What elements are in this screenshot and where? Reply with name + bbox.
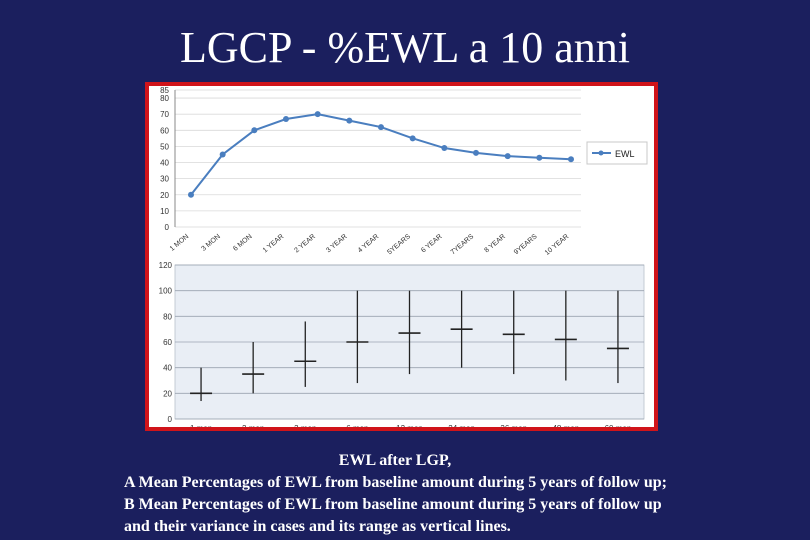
- chart-a-point-11: [536, 154, 543, 161]
- chart-frame: 0 10 20 30 40 50 60 70 80 85 1 MON 3 MON 6 MON 1 YEAR…: [145, 82, 658, 431]
- caption-line-3: B Mean Percentages of EWL from baseline …: [124, 496, 662, 513]
- chart-a-xtick-label-0: 1 MON: [169, 233, 190, 253]
- chart-a-xtick-label-9: 7YEARS: [450, 233, 476, 256]
- chart-a-xtick-label-12: 10 YEAR: [544, 233, 570, 257]
- chart-a-point-9: [473, 149, 479, 156]
- chart-a-point-6: [378, 124, 384, 131]
- chart-a-ytick-label-7: 70: [160, 110, 169, 119]
- chart-b-xtick-label-6: 36 mon: [500, 424, 527, 427]
- chart-a-ytick-label-0: 0: [165, 223, 170, 232]
- chart-a-xtick-label-11: 9YEARS: [513, 233, 539, 256]
- chart-a-ytick-label-6: 60: [160, 126, 169, 135]
- chart-a-ytick-label-1: 10: [160, 207, 169, 216]
- caption-line-2: A Mean Percentages of EWL from baseline …: [124, 474, 667, 491]
- chart-a-point-12: [568, 156, 574, 163]
- chart-a-legend-box: [586, 141, 648, 165]
- chart-b-ytick-label-5: 100: [159, 287, 173, 296]
- caption-line-4: and their variance in cases and its rang…: [124, 518, 511, 535]
- chart-a-point-4: [314, 111, 321, 118]
- chart-a-xtick-label-1: 3 MON: [200, 233, 221, 253]
- chart-b-ytick-label-3: 60: [163, 338, 172, 347]
- chart-b-xtick-label-0: 1 mon: [190, 424, 212, 427]
- chart-a-xtick-label-5: 3 YEAR: [325, 233, 348, 254]
- chart-a-ytick-label-9: 85: [160, 86, 169, 95]
- chart-a-legend-label: EWL: [615, 149, 635, 159]
- chart-b-ytick-label-6: 120: [159, 261, 173, 270]
- chart-a-legend-marker: [598, 150, 604, 156]
- chart-a-xtick-label-8: 6 YEAR: [420, 233, 443, 254]
- chart-a-point-7: [409, 135, 416, 142]
- chart-a-point-2: [251, 127, 258, 134]
- caption-line-1: EWL after LGP,: [338, 452, 452, 469]
- chart-b-xtick-label-7: 48 mon: [552, 424, 579, 427]
- chart-a-point-1: [219, 151, 226, 158]
- chart-b-xtick-label-5: 24 mon: [448, 424, 475, 427]
- chart-b-xtick-label-4: 12 mon: [396, 424, 423, 427]
- chart-a-xtick-label-7: 5YEARS: [386, 233, 412, 256]
- chart-b-ytick-label-4: 80: [163, 312, 172, 321]
- chart-b-xtick-label-2: 3 mon: [294, 424, 316, 427]
- chart-b-ytick-label-1: 20: [163, 389, 172, 398]
- chart-a-ytick-label-8: 80: [160, 94, 169, 103]
- caption: EWL after LGP, A Mean Percentages of EWL…: [0, 450, 810, 538]
- chart-a-ytick-label-4: 40: [160, 159, 169, 168]
- chart-a-point-3: [283, 116, 289, 123]
- chart-b-xtick-label-1: 2 mon: [242, 424, 264, 427]
- chart-a-xtick-label-4: 2 YEAR: [293, 233, 316, 254]
- chart-a-ytick-label-2: 20: [160, 191, 169, 200]
- chart-a-point-10: [504, 153, 511, 160]
- chart-a-xtick-label-3: 1 YEAR: [262, 233, 285, 254]
- chart-b-xtick-label-8: 60 mon: [605, 424, 632, 427]
- chart-a-ytick-label-5: 50: [160, 142, 169, 151]
- slide-title: LGCP - %EWL a 10 anni: [179, 23, 631, 72]
- chart-b-ytick-label-2: 40: [163, 364, 172, 373]
- chart-a-point-8: [441, 145, 448, 152]
- chart-a-xtick-label-6: 4 YEAR: [357, 233, 380, 254]
- chart-a-point-0: [188, 191, 194, 198]
- chart-b-xtick-label-3: 6 mon: [346, 424, 368, 427]
- chart-a-ytick-label-3: 30: [160, 175, 169, 184]
- chart-a-point-5: [346, 117, 353, 124]
- chart-b-ytick-label-0: 0: [168, 415, 173, 424]
- chart-a-xtick-label-2: 6 MON: [232, 233, 253, 253]
- chart-a-xtick-label-10: 8 YEAR: [483, 233, 506, 254]
